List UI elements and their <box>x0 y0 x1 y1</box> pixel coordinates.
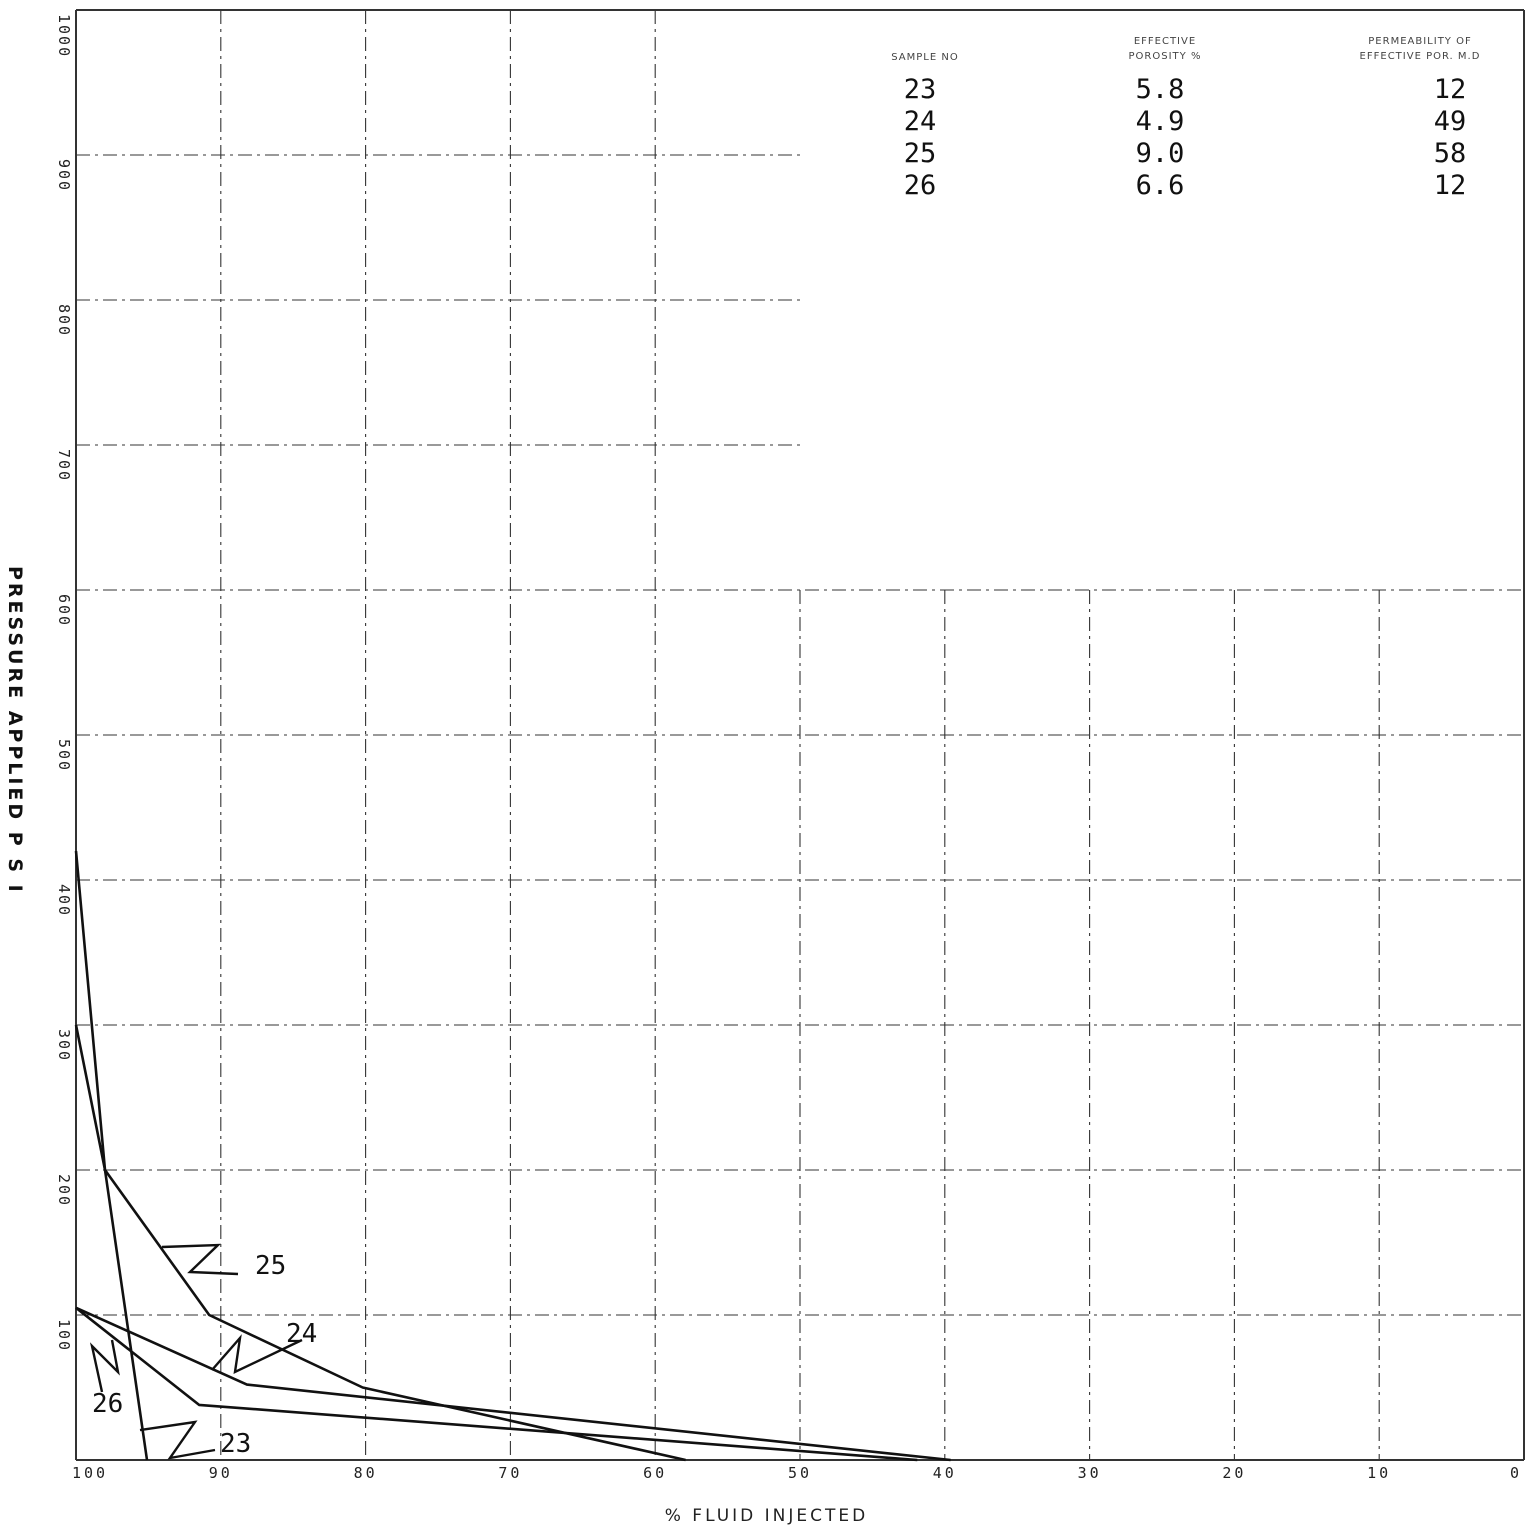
x-axis-label: % FLUID INJECTED <box>664 1506 869 1526</box>
x-tick-label: 20 <box>1222 1464 1247 1482</box>
table-cell: 12 <box>1433 170 1467 201</box>
y-axis-label: PRESSURE APPLIED P S I <box>4 566 26 895</box>
y-tick-label: 500 <box>55 739 73 773</box>
x-tick-label: 100 <box>71 1464 109 1482</box>
table-cell: 12 <box>1433 74 1467 105</box>
table-cell: 4.9 <box>1135 106 1185 137</box>
series-23-line <box>74 850 149 1461</box>
y-tick-label: 300 <box>55 1029 73 1063</box>
series-25-label: 25 <box>255 1251 286 1281</box>
y-tick-label: 400 <box>55 884 73 918</box>
y-tick-label: 600 <box>55 594 73 628</box>
table-cell: 23 <box>903 74 937 105</box>
y-tick-label: 200 <box>55 1174 73 1208</box>
table-cell: 5.8 <box>1135 74 1185 105</box>
y-tick-label: 700 <box>55 449 73 483</box>
x-tick-label: 0 <box>1509 1464 1523 1482</box>
series-25-pointer <box>161 1243 239 1276</box>
y-tick-label: 800 <box>55 304 73 338</box>
x-tick-label: 70 <box>498 1464 523 1482</box>
table-cell: 25 <box>903 138 937 169</box>
x-tick-label: 90 <box>208 1464 233 1482</box>
table-cell: 9.0 <box>1135 138 1185 169</box>
table-cell: 26 <box>903 170 937 201</box>
x-tick-label: 40 <box>932 1464 957 1482</box>
y-tick-label: 900 <box>55 159 73 193</box>
series-24-pointer <box>211 1334 303 1375</box>
series-26-label: 26 <box>92 1389 123 1419</box>
table-cell: 6.6 <box>1135 170 1185 201</box>
series-26-line <box>75 1306 918 1462</box>
header-permeability: PERMEABILITY OF EFFECTIVE POR. M.D <box>1359 36 1481 62</box>
series-labels: 23 24 25 26 <box>89 1243 317 1460</box>
series-26-pointer <box>89 1339 120 1393</box>
x-tick-label: 30 <box>1077 1464 1102 1482</box>
series-24-line <box>75 1306 951 1462</box>
series-23-label: 23 <box>220 1429 251 1459</box>
y-tick-label: 100 <box>55 1319 73 1353</box>
series-lines <box>74 850 951 1462</box>
series-25-line <box>74 1024 686 1462</box>
x-tick-label: 60 <box>643 1464 668 1482</box>
table-cell: 24 <box>903 106 937 137</box>
series-24-label: 24 <box>286 1319 317 1349</box>
header-effective-porosity: EFFECTIVE POROSITY % <box>1128 36 1202 62</box>
x-tick-label: 10 <box>1367 1464 1392 1482</box>
table-cell: 49 <box>1433 106 1467 137</box>
table-cell: 58 <box>1433 138 1467 169</box>
y-tick-label: 1000 <box>55 14 73 59</box>
x-tick-label: 80 <box>353 1464 378 1482</box>
x-tick-label: 50 <box>787 1464 813 1482</box>
grid <box>75 9 1525 1461</box>
header-sample-no: SAMPLE NO <box>891 52 959 63</box>
series-23-pointer <box>139 1420 216 1460</box>
